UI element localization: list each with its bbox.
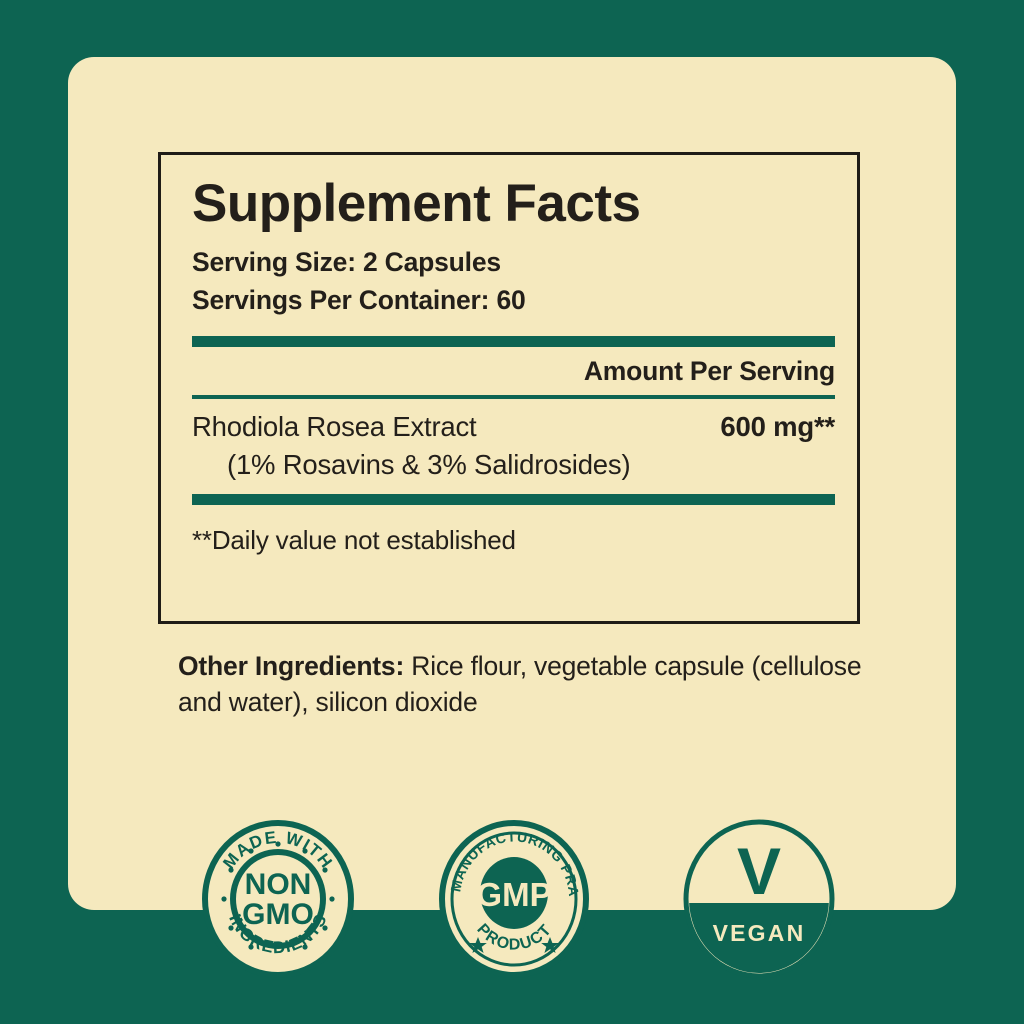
gmp-icon: GOOD MANUFACTURING PRACTICE PRODUCT GMP [437,815,589,978]
vegan-caption: VEGAN [713,920,806,946]
supplement-label-card: Supplement Facts Serving Size: 2 Capsule… [68,57,956,910]
vegan-badge: V VEGAN [679,815,839,983]
gmp-badge: GOOD MANUFACTURING PRACTICE PRODUCT GMP [437,815,592,983]
ingredient-row: Rhodiola Rosea Extract 600 mg** (1% Rosa… [192,399,835,492]
ingredient-amount: 600 mg** [720,410,835,442]
rule-thick-top [192,336,835,348]
amount-per-serving-header: Amount Per Serving [583,356,835,387]
non-gmo-center-line-2: GMO [242,898,314,931]
non-gmo-center-line-1: NON [245,868,312,901]
gmp-star-icon [469,937,559,953]
other-ingredients-label: Other Ingredients: [178,651,405,681]
daily-value-footnote: **Daily value not established [192,524,516,555]
ingredient-name: Rhodiola Rosea Extract [192,410,477,442]
other-ingredients-block: Other Ingredients: Rice flour, vegetable… [178,649,878,721]
certification-badges: MADE WITH INGREDIENTS NON GMO GOOD M [0,815,1024,990]
supplement-facts-panel: Supplement Facts Serving Size: 2 Capsule… [158,152,860,624]
rule-thin [192,395,835,399]
gmp-center-text: GMP [476,876,551,913]
other-ingredients-body: Rice flour, vegetable capsule (cellulose… [178,651,862,717]
supplement-facts-title: Supplement Facts [192,174,641,233]
serving-size-line: Serving Size: 2 Capsules [192,247,501,277]
vegan-icon: V VEGAN [683,819,835,979]
vegan-v-mark: V [737,834,781,908]
rule-thick-bottom [192,493,835,505]
ingredient-standardization: (1% Rosavins & 3% Salidrosides) [227,448,631,480]
non-gmo-badge: MADE WITH INGREDIENTS NON GMO [198,815,358,983]
servings-per-container-line: Servings Per Container: 60 [192,284,526,315]
non-gmo-icon: MADE WITH INGREDIENTS NON GMO [202,820,354,978]
